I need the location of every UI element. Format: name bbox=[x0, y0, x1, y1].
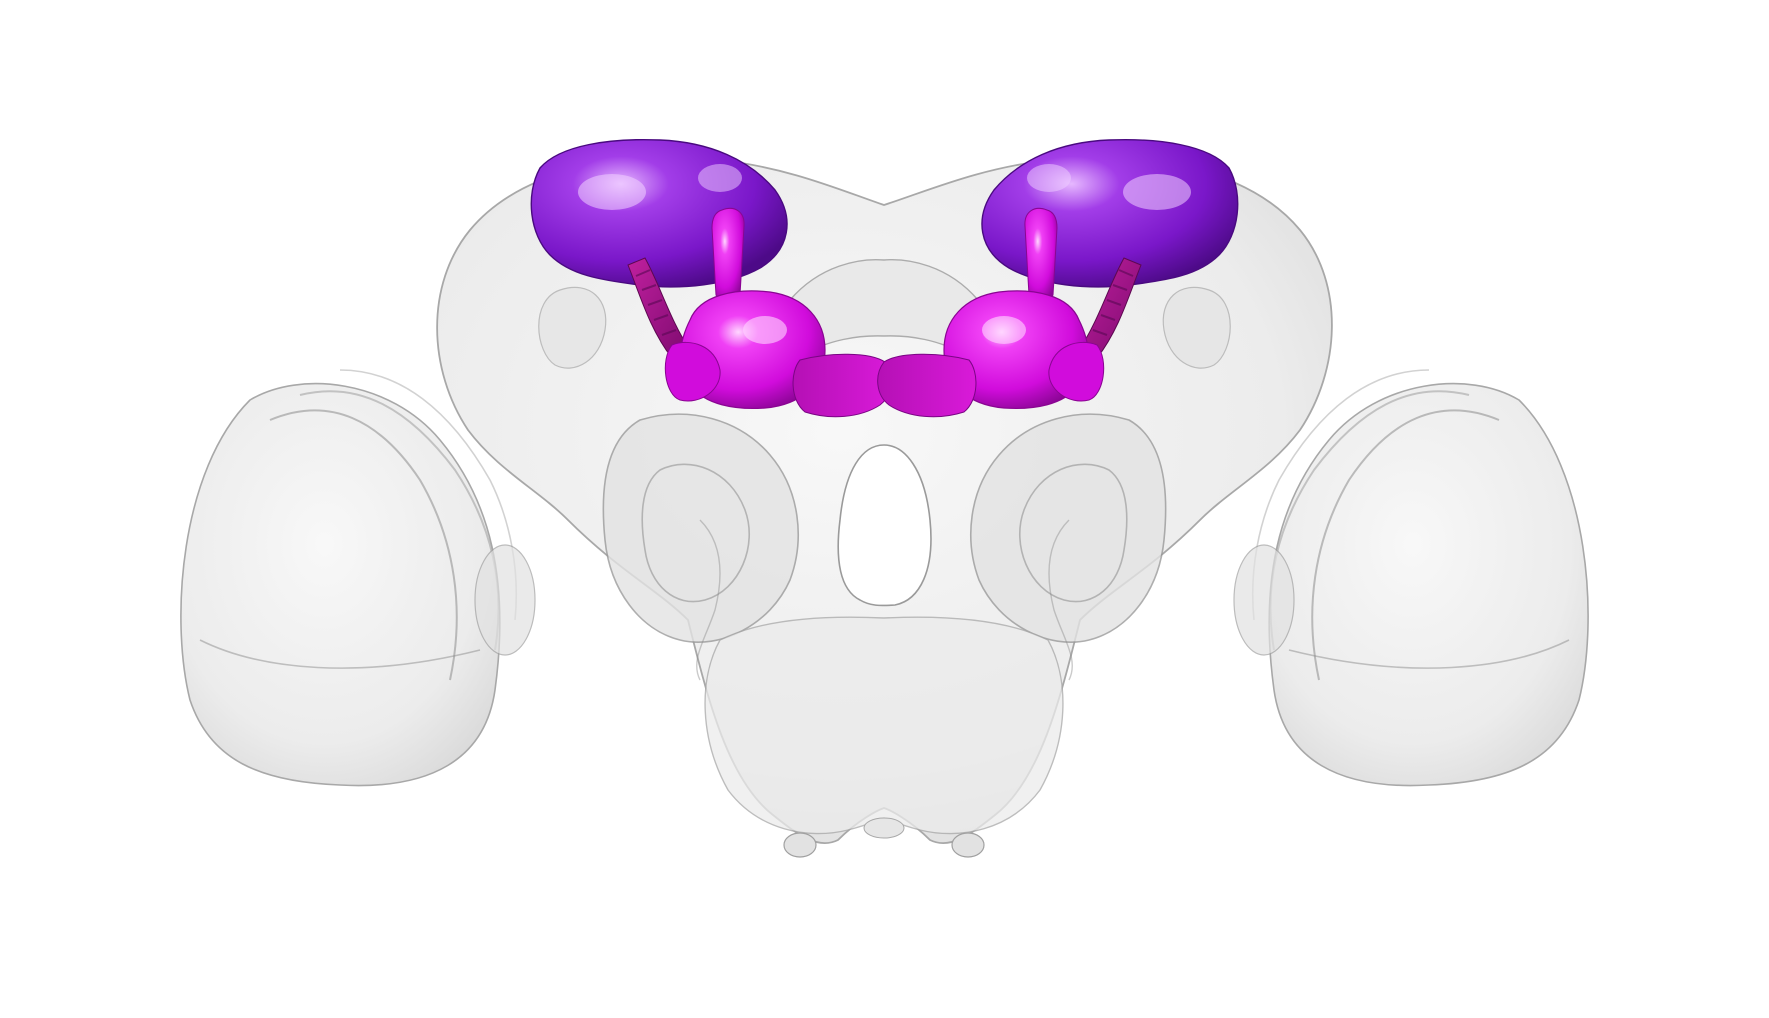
right-calyx bbox=[981, 138, 1239, 288]
right-beta-lobe bbox=[877, 353, 977, 418]
left-optic-lobe-mesh bbox=[180, 369, 536, 787]
left-mushroom-body bbox=[530, 138, 892, 418]
left-calyx bbox=[530, 138, 788, 288]
left-alpha-lobe bbox=[711, 207, 745, 303]
left-beta-lobe bbox=[792, 353, 892, 418]
right-mushroom-body bbox=[877, 138, 1239, 418]
right-alpha-lobe bbox=[1024, 207, 1058, 303]
right-optic-lobe-mesh bbox=[1233, 369, 1589, 787]
